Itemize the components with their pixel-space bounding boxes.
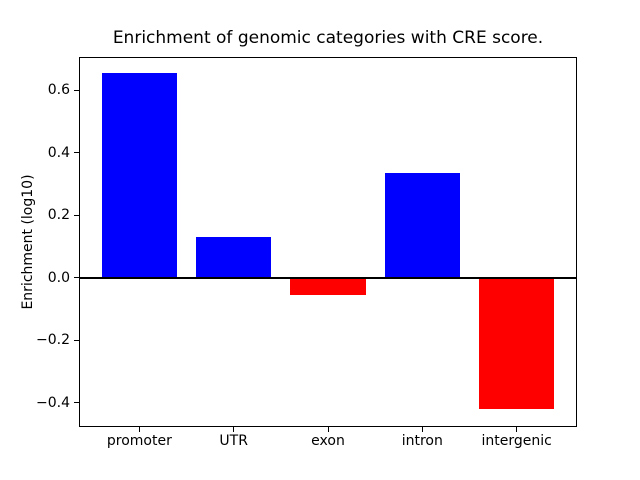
y-axis-label: Enrichment (log10) <box>20 174 36 310</box>
x-tick-mark <box>421 427 423 432</box>
bar-intergenic <box>478 277 555 410</box>
y-tick-label: 0.4 <box>47 144 70 161</box>
y-tick-label: −0.4 <box>36 394 70 411</box>
y-tick-label: −0.2 <box>36 332 70 349</box>
y-tick-label: 0.0 <box>47 269 70 286</box>
y-tick-mark <box>74 402 79 404</box>
zero-line <box>80 276 576 280</box>
x-tick-mark <box>233 427 235 432</box>
y-tick-mark <box>74 89 79 91</box>
bar-intron <box>384 173 461 278</box>
y-tick-mark <box>74 214 79 216</box>
x-tick-mark <box>516 427 518 432</box>
x-tick-mark <box>327 427 329 432</box>
y-tick-label: 0.6 <box>47 82 70 99</box>
x-tick-label: exon <box>311 433 345 449</box>
y-tick-label: 0.2 <box>47 207 70 224</box>
bar-UTR <box>195 237 272 278</box>
x-tick-label: intron <box>401 433 443 449</box>
y-tick-mark <box>74 152 79 154</box>
bar-promoter <box>101 73 178 278</box>
bar-exon <box>290 277 366 296</box>
x-tick-label: intergenic <box>481 433 552 449</box>
x-tick-label: UTR <box>219 433 248 449</box>
x-tick-label: promoter <box>106 433 172 449</box>
y-tick-mark <box>74 339 79 341</box>
y-tick-mark <box>74 277 79 279</box>
chart-title: Enrichment of genomic categories with CR… <box>112 28 544 48</box>
x-tick-mark <box>138 427 140 432</box>
